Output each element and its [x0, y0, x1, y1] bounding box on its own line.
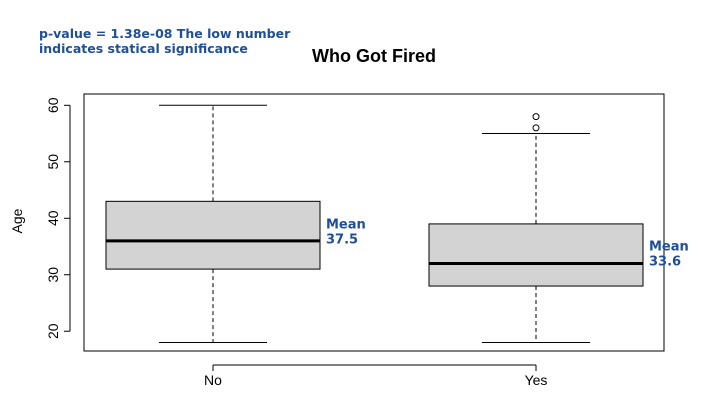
x-tick-label-yes: Yes — [525, 372, 548, 388]
x-tick-label-no: No — [204, 372, 222, 388]
outlier-yes-0 — [532, 124, 540, 132]
mean-label-line-no-0: Mean — [326, 217, 366, 232]
x-axis: No Yes — [204, 364, 548, 388]
iqr-box-yes — [428, 223, 644, 287]
y-tick-label-60: 60 — [45, 97, 61, 113]
annotation-line-2: indicates statical significance — [39, 41, 248, 56]
iqr-box-no — [105, 200, 321, 270]
y-tick-label-40: 40 — [45, 210, 61, 226]
boxes: Mean 37.5 Mean 33.6 — [105, 104, 689, 344]
y-tick-label-50: 50 — [45, 154, 61, 170]
plot-frame — [83, 93, 665, 352]
y-tick-label-20: 20 — [45, 323, 61, 339]
annotation-line-1: p-value = 1.38e-08 The low number — [39, 26, 291, 41]
chart-title: Who Got Fired — [312, 46, 436, 66]
y-tick-label-30: 30 — [45, 267, 61, 283]
p-value-annotation: p-value = 1.38e-08 The low number indica… — [39, 26, 290, 56]
y-axis-label: Age — [9, 208, 25, 233]
box-no: Mean 37.5 — [105, 104, 366, 344]
mean-label-yes: Mean 33.6 — [649, 239, 689, 269]
outlier-yes-1 — [532, 113, 540, 121]
box-yes: Mean 33.6 — [428, 113, 689, 344]
y-axis: 20 30 40 50 60 — [45, 97, 71, 339]
mean-label-line-no-1: 37.5 — [326, 232, 358, 247]
mean-label-line-yes-0: Mean — [649, 239, 689, 254]
mean-label-line-yes-1: 33.6 — [649, 254, 681, 269]
mean-label-no: Mean 37.5 — [326, 217, 366, 247]
